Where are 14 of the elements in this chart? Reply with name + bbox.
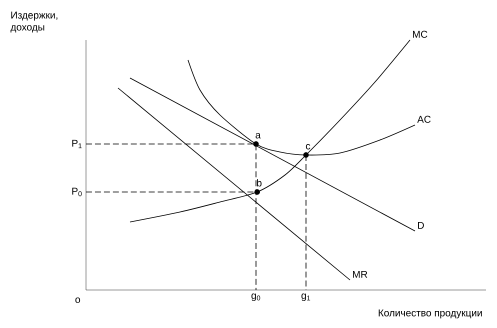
text: o	[75, 298, 80, 303]
y-tick-label: P$_{1}$	[72, 140, 82, 148]
series-label: MR	[353, 270, 368, 278]
x-tick-label: g$_{0}$	[251, 294, 260, 301]
series-label: AC	[417, 116, 431, 123]
series-label: D	[418, 222, 424, 229]
y-axis-title: Издержки, доходы	[10, 12, 58, 32]
y-tick-label: P$_{0}$	[72, 188, 82, 196]
x-tick-label: g$_{1}$	[301, 294, 310, 301]
x-axis-title: Количество продукции	[378, 309, 482, 318]
annotation: c	[306, 144, 310, 150]
annotation: a	[256, 133, 261, 138]
annotation: b	[257, 179, 262, 186]
series-label: MC	[413, 30, 428, 38]
